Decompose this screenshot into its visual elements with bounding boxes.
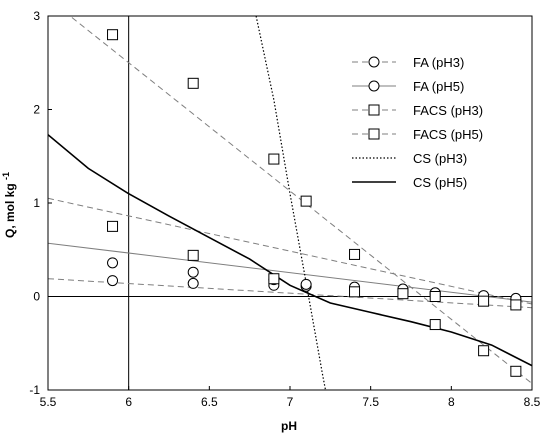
legend: FA (pH3) FA (pH5) FACS (pH3) FACS (pH5) CS (… bbox=[352, 55, 483, 190]
y-tick-label-4: 3 bbox=[33, 9, 40, 23]
legend-label-2: FACS (pH3) bbox=[413, 103, 483, 118]
series-3-point-4 bbox=[397, 288, 409, 300]
series-3-point-6 bbox=[478, 295, 490, 307]
series-3-point-0 bbox=[107, 220, 119, 232]
x-tick-label-4: 7.5 bbox=[362, 395, 379, 409]
series-2-point-0 bbox=[107, 29, 119, 41]
series-line-5 bbox=[48, 134, 532, 367]
x-tick-label-0: 5.5 bbox=[40, 395, 57, 409]
legend-marker-1 bbox=[368, 80, 380, 92]
x-tick-label-6: 8.5 bbox=[524, 395, 541, 409]
series-2-point-7 bbox=[510, 365, 522, 377]
series-3-point-2 bbox=[268, 273, 280, 285]
x-tick-label-3: 7 bbox=[287, 395, 294, 409]
series-2-point-6 bbox=[478, 345, 490, 357]
x-tick-label-2: 6.5 bbox=[201, 395, 218, 409]
series-1-point-0 bbox=[107, 257, 119, 269]
legend-label-1: FA (pH5) bbox=[413, 79, 464, 94]
svg-text:Q, mol kg -1: Q, mol kg -1 bbox=[1, 172, 17, 238]
series-3-point-1 bbox=[187, 249, 199, 261]
legend-label-0: FA (pH3) bbox=[413, 55, 464, 70]
y-axis-label-main: Q, mol kg bbox=[3, 183, 17, 238]
x-tick-label-1: 6 bbox=[125, 395, 132, 409]
series-1-point-3 bbox=[300, 278, 312, 290]
series-3-point-7 bbox=[510, 299, 522, 311]
y-tick-label-1: 0 bbox=[33, 290, 40, 304]
x-tick-label-5: 8 bbox=[448, 395, 455, 409]
legend-label-5: CS (pH5) bbox=[413, 175, 467, 190]
legend-label-3: FACS (pH5) bbox=[413, 127, 483, 142]
series-0-point-1 bbox=[187, 277, 199, 289]
series-2-point-3 bbox=[300, 195, 312, 207]
series-3-point-5 bbox=[429, 291, 441, 302]
x-axis-label: pH bbox=[281, 419, 297, 433]
series-3-point-3 bbox=[349, 286, 361, 298]
series-2-point-2 bbox=[268, 153, 280, 165]
axes: 5.5 6 6.5 7 7.5 8 8.5 -1 0 1 2 3 bbox=[29, 9, 540, 409]
series-2-point-1 bbox=[187, 77, 199, 89]
y-axis-label-superscript: -1 bbox=[1, 172, 11, 180]
legend-marker-3 bbox=[368, 128, 380, 140]
series-line-3 bbox=[48, 197, 532, 305]
y-tick-label-3: 2 bbox=[33, 103, 40, 117]
series-0-point-0 bbox=[107, 275, 119, 287]
y-axis-label: Q, mol kg -1 bbox=[1, 172, 17, 238]
legend-marker-0 bbox=[368, 56, 380, 68]
legend-marker-2 bbox=[368, 104, 380, 116]
series-1-point-1 bbox=[187, 266, 199, 278]
series-2-point-4 bbox=[349, 248, 361, 260]
y-tick-label-0: -1 bbox=[29, 383, 40, 397]
series-line-1 bbox=[48, 242, 532, 303]
y-tick-label-2: 1 bbox=[33, 196, 40, 210]
plot-area bbox=[48, 16, 532, 390]
series-2-point-5 bbox=[429, 319, 441, 331]
series-line-0 bbox=[48, 278, 532, 309]
legend-label-4: CS (pH3) bbox=[413, 151, 467, 166]
